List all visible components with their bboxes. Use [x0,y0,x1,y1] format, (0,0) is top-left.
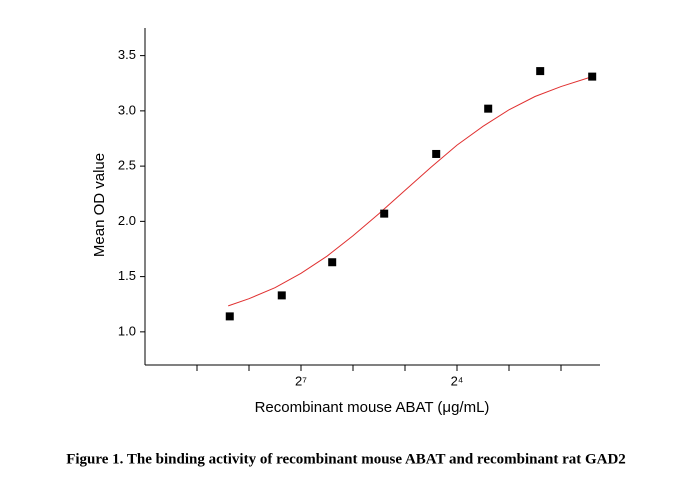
point [225,312,234,321]
point [380,209,389,218]
fit-curve [228,76,593,307]
x-tick-label: 2⁷ [295,373,307,388]
y-tick-label: 3.0 [118,102,136,117]
point [484,104,493,113]
x-tick-label: 2⁴ [451,373,464,388]
point [588,72,597,81]
x-axis-label: Recombinant mouse ABAT (μg/mL) [255,399,490,416]
y-tick-label: 3.5 [118,47,136,62]
point [328,258,337,267]
y-axis-label: Mean OD value [91,153,108,257]
point [432,149,441,158]
y-tick-label: 1.5 [118,268,136,283]
y-tick-label: 2.0 [118,213,136,228]
y-tick-label: 2.5 [118,158,136,173]
caption: Figure 1. The binding activity of recomb… [66,451,626,467]
point [536,67,545,76]
y-tick-label: 1.0 [118,323,136,338]
point [277,291,286,300]
